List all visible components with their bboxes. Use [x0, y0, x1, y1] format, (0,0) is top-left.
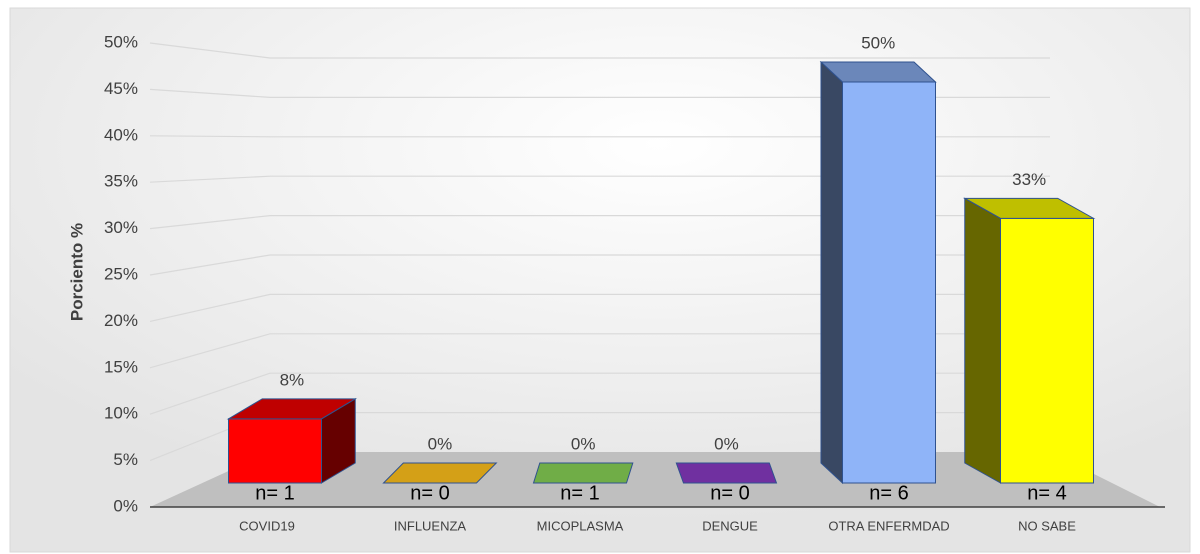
x-tick-label: COVID19: [239, 518, 295, 533]
bar-front: [842, 81, 936, 484]
bar-top: [382, 462, 498, 484]
bar: [962, 197, 1096, 484]
y-axis-label: Porciento %: [67, 223, 86, 321]
grid-line: [149, 88, 1050, 99]
x-tick-label: NO SABE: [1018, 518, 1076, 533]
bar-side: [964, 197, 1001, 484]
x-tick-label: OTRA ENFERMDAD: [828, 518, 949, 533]
y-tick-label: 40%: [104, 125, 138, 144]
bar-top: [675, 462, 778, 484]
bar-top: [962, 197, 1096, 219]
grid-line: [149, 333, 1050, 369]
value-label: 50%: [861, 33, 895, 52]
grid-line: [149, 372, 1050, 415]
y-tick-label: 15%: [104, 357, 138, 376]
bar-top: [819, 61, 937, 83]
value-label: 33%: [1012, 170, 1046, 189]
grid-line: [149, 293, 1050, 322]
bar-top: [226, 398, 358, 420]
bar-front: [1000, 217, 1094, 484]
value-label: 0%: [571, 434, 596, 453]
annotation: n= 4: [1027, 482, 1066, 504]
x-tick-label: MICOPLASMA: [537, 518, 624, 533]
y-tick-label: 45%: [104, 79, 138, 98]
bar-side: [820, 60, 843, 485]
bar: [532, 462, 634, 484]
bar-front: [228, 418, 322, 484]
y-tick-label: 25%: [104, 264, 138, 283]
grid-line: [149, 135, 1050, 138]
bar: [382, 462, 498, 484]
annotation: n= 6: [869, 482, 908, 504]
grid-line: [149, 175, 1050, 183]
x-tick-label: DENGUE: [702, 518, 758, 533]
annotation: n= 1: [560, 482, 599, 504]
grid-line: [149, 215, 1050, 230]
bar-top: [532, 462, 634, 484]
y-tick-label: 20%: [104, 311, 138, 330]
grid-line: [149, 42, 1050, 59]
annotation: n= 1: [255, 482, 294, 504]
y-tick-label: 5%: [113, 450, 138, 469]
grid-line: [149, 254, 1050, 276]
y-tick-label: 30%: [104, 218, 138, 237]
annotation: n= 0: [710, 482, 749, 504]
bar: [226, 397, 358, 484]
value-label: 0%: [428, 434, 453, 453]
value-label: 8%: [280, 370, 305, 389]
y-tick-label: 50%: [104, 32, 138, 51]
x-tick-label: INFLUENZA: [394, 518, 467, 533]
bar: [675, 462, 778, 484]
bar: [819, 60, 937, 485]
value-label: 0%: [714, 434, 739, 453]
annotation: n= 0: [410, 482, 449, 504]
y-tick-label: 10%: [104, 404, 138, 423]
y-tick-label: 35%: [104, 172, 138, 191]
y-tick-label: 0%: [113, 496, 138, 515]
